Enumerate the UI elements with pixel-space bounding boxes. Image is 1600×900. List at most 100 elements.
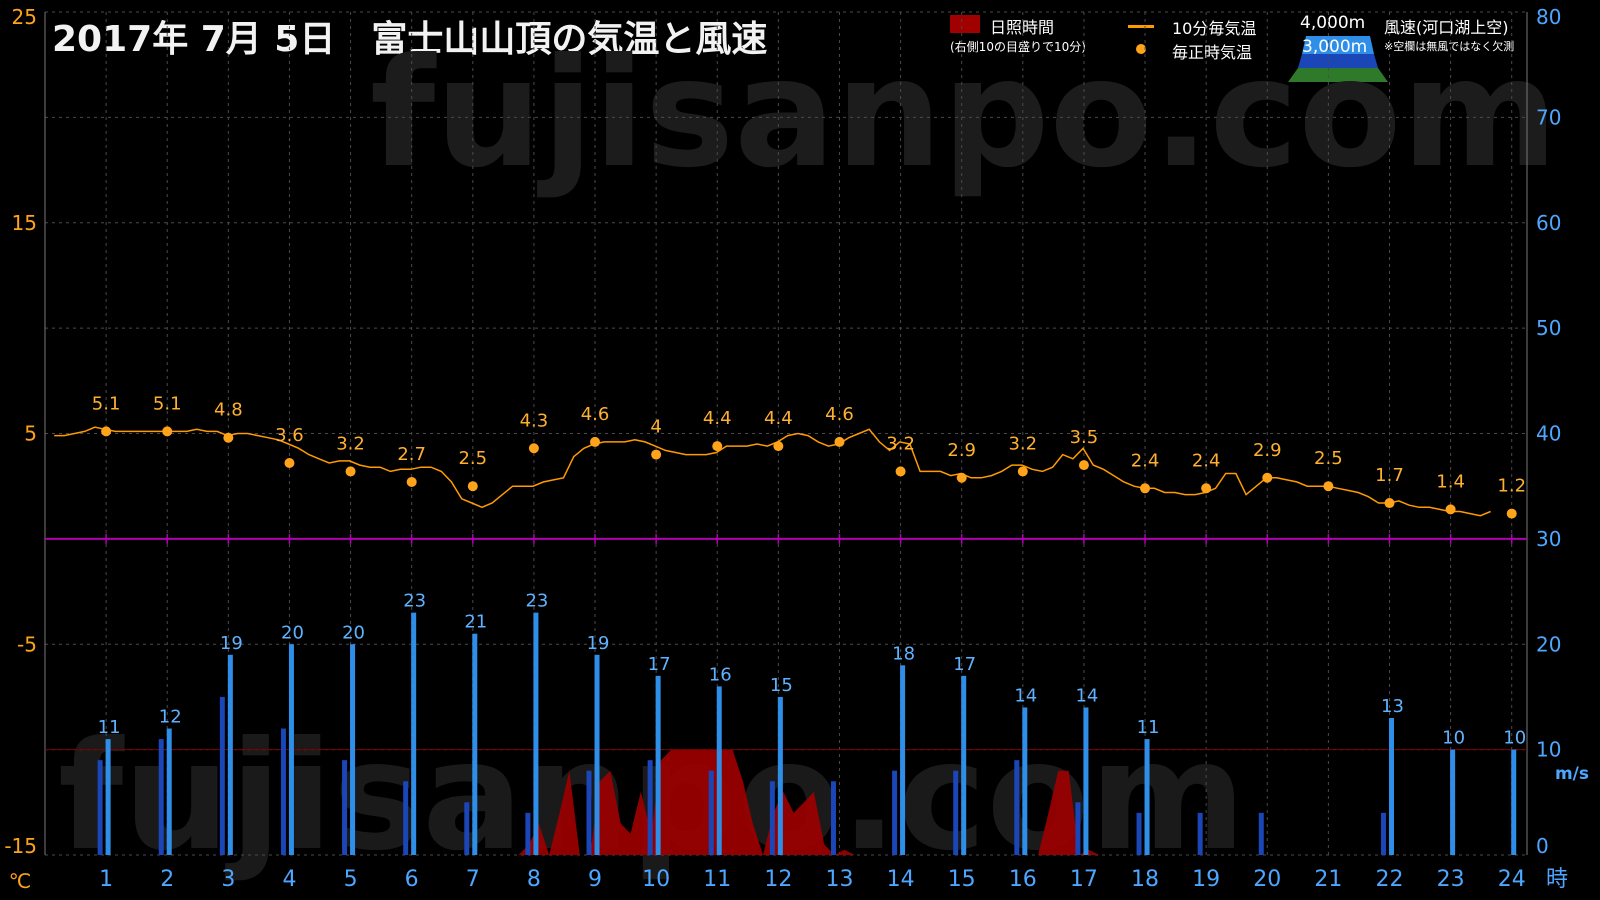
wind-bar-label: 23: [403, 591, 426, 612]
wind-bar-4000m: [1511, 749, 1517, 855]
x-axis-tick: 2: [160, 867, 174, 892]
wind-bar-4000m: [533, 612, 539, 855]
temp-hourly-point: [1506, 508, 1517, 519]
x-axis-tick: 20: [1253, 867, 1281, 892]
sunshine-legend-swatch: [950, 15, 980, 33]
wind-bar-4000m: [1388, 718, 1394, 855]
wind-bar-label: 12: [159, 707, 182, 728]
wind-bar-label: 13: [1381, 696, 1404, 717]
temp-hourly-label: 3.5: [1070, 427, 1099, 448]
temp-hourly-legend-label: 毎正時気温: [1172, 43, 1253, 62]
wind-bar-3000m: [219, 696, 225, 855]
temp-hourly-point: [651, 449, 662, 460]
right-axis-tick: 70: [1536, 105, 1561, 129]
temp-hourly-label: 2.4: [1192, 450, 1221, 471]
temp-10min-line: [54, 426, 1491, 517]
left-axis-tick: 5: [24, 422, 37, 446]
sunshine-legend-label: 日照時間: [990, 18, 1055, 37]
x-axis-tick: 17: [1070, 867, 1098, 892]
wind-bar-4000m: [961, 675, 967, 855]
temp-hourly-point: [1017, 466, 1028, 477]
wind-bar-3000m: [953, 770, 959, 855]
temp-hourly-point: [1078, 460, 1089, 471]
temp-hourly-label: 4.4: [703, 408, 732, 429]
temp-hourly-point: [223, 432, 234, 443]
temp-hourly-point: [895, 466, 906, 477]
right-axis-tick: 50: [1536, 316, 1561, 340]
left-axis-tick: 25: [12, 5, 37, 29]
wind-bar-4000m: [655, 675, 661, 855]
temp-hourly-point: [406, 476, 417, 487]
right-axis-tick: 40: [1536, 422, 1561, 446]
temp-hourly-point: [1384, 498, 1395, 509]
wind-bar-3000m: [1197, 812, 1203, 855]
left-axis-unit: ℃: [9, 869, 31, 893]
right-axis-tick: 0: [1536, 834, 1549, 858]
temp-hourly-label: 2.5: [1314, 448, 1343, 469]
wind-bar-label: 19: [587, 633, 610, 654]
mountain-legend-icon: [1288, 36, 1388, 82]
wind-bar-4000m: [1022, 707, 1028, 855]
wind-bar-3000m: [280, 728, 286, 855]
temp-hourly-label: 2.5: [458, 448, 487, 469]
wind-bar-4000m: [411, 612, 417, 855]
right-axis-tick: 10: [1536, 738, 1561, 762]
x-axis-tick: 21: [1314, 867, 1342, 892]
wind-bar-4000m: [472, 633, 478, 855]
right-axis-unit: m/s: [1555, 764, 1589, 784]
x-axis-tick: 11: [703, 867, 731, 892]
x-axis-tick: 8: [527, 867, 541, 892]
temp-hourly-point: [590, 436, 601, 447]
chart-title: 2017年 7月 5日 富士山山頂の気温と風速: [52, 19, 768, 60]
wind-bar-3000m: [1014, 760, 1020, 855]
wind-bar-label: 10: [1503, 728, 1526, 749]
wind-bar-4000m: [594, 654, 600, 855]
temp-hourly-point: [1140, 483, 1151, 494]
right-axis-tick: 60: [1536, 211, 1561, 235]
wind-bar-label: 20: [342, 622, 365, 643]
temp-hourly-label: 4.3: [520, 410, 549, 431]
temp10-legend-swatch: [1128, 25, 1154, 28]
right-axis-tick: 30: [1536, 527, 1561, 551]
wind-bar-3000m: [586, 770, 592, 855]
temp-hourly-label: 4: [650, 417, 661, 438]
wind-bar-4000m: [777, 696, 783, 855]
x-axis-tick: 19: [1192, 867, 1220, 892]
x-axis-tick: 12: [764, 867, 792, 892]
wind-bar-label: 11: [98, 717, 121, 738]
x-axis-tick: 14: [887, 867, 915, 892]
temp-hourly-point: [956, 472, 967, 483]
wind-bar-3000m: [1258, 812, 1264, 855]
temp-hourly-label: 2.9: [947, 440, 976, 461]
x-axis-tick: 24: [1498, 867, 1526, 892]
temp-hourly-legend-swatch: [1136, 44, 1146, 54]
temp-hourly-label: 1.4: [1436, 471, 1465, 492]
temp10-legend-label: 10分毎気温: [1172, 19, 1257, 38]
wind-bar-label: 14: [1075, 685, 1098, 706]
right-axis-tick: 80: [1536, 5, 1561, 29]
x-axis-tick: 16: [1009, 867, 1037, 892]
wind-bar-label: 15: [770, 675, 793, 696]
wind-bar-label: 20: [281, 622, 304, 643]
wind-bar-4000m: [716, 686, 722, 855]
x-axis-tick: 10: [642, 867, 670, 892]
wind-bar-label: 21: [464, 612, 487, 633]
temp-hourly-point: [1323, 481, 1334, 492]
x-axis-tick: 22: [1375, 867, 1403, 892]
x-axis-tick: 6: [405, 867, 419, 892]
x-axis-tick: 13: [825, 867, 853, 892]
temp-hourly-point: [345, 466, 356, 477]
wind-bar-3000m: [464, 802, 470, 855]
temp-hourly-label: 2.9: [1253, 440, 1282, 461]
wind-bar-3000m: [1075, 802, 1081, 855]
alt4000-legend-label: 4,000m: [1300, 13, 1366, 33]
x-axis-tick: 3: [221, 867, 235, 892]
temp-hourly-point: [1262, 472, 1273, 483]
left-axis-tick: 15: [12, 211, 37, 235]
temp-hourly-label: 2.4: [1131, 450, 1160, 471]
x-axis-tick: 7: [466, 867, 480, 892]
wind-bar-4000m: [166, 728, 172, 855]
temp-hourly-label: 5.1: [92, 393, 121, 414]
temp-hourly-label: 1.2: [1497, 476, 1526, 497]
